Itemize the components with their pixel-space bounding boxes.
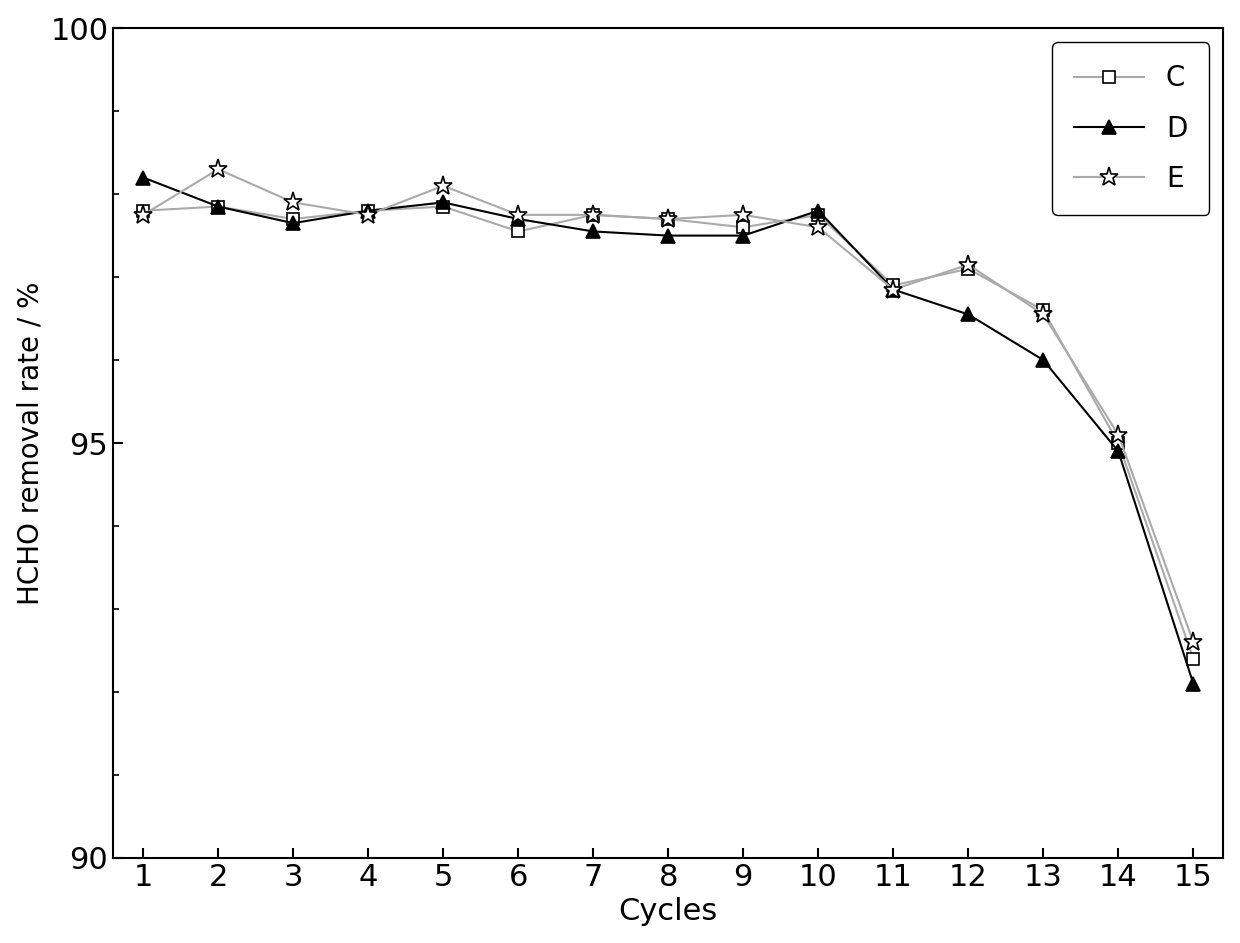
E [211, 163, 226, 174]
Line: C: C [136, 200, 1199, 665]
C [285, 213, 300, 224]
D [1111, 446, 1126, 457]
D [585, 225, 600, 237]
E [1111, 429, 1126, 440]
Legend: C, D, E: C, D, E [1052, 42, 1209, 215]
Line: D: D [136, 171, 1200, 690]
E [585, 209, 600, 221]
D [735, 230, 750, 241]
Line: E: E [134, 159, 1203, 652]
E [285, 197, 300, 208]
E [361, 209, 376, 221]
C [585, 209, 600, 221]
E [1185, 637, 1200, 648]
C [661, 213, 676, 224]
E [661, 213, 676, 224]
D [285, 218, 300, 229]
C [1111, 438, 1126, 449]
E [1035, 308, 1050, 320]
E [511, 209, 526, 221]
E [135, 209, 150, 221]
C [735, 222, 750, 233]
C [211, 201, 226, 212]
D [1035, 355, 1050, 366]
D [885, 284, 900, 295]
C [361, 205, 376, 216]
D [811, 205, 826, 216]
Y-axis label: HCHO removal rate / %: HCHO removal rate / % [16, 281, 45, 604]
D [1185, 678, 1200, 689]
C [811, 209, 826, 221]
E [435, 180, 450, 191]
D [361, 205, 376, 216]
C [1185, 653, 1200, 665]
C [885, 280, 900, 291]
C [1035, 305, 1050, 316]
C [511, 225, 526, 237]
C [435, 201, 450, 212]
D [661, 230, 676, 241]
E [961, 259, 976, 271]
C [961, 263, 976, 274]
E [811, 222, 826, 233]
C [135, 205, 150, 216]
E [735, 209, 750, 221]
D [211, 201, 226, 212]
E [885, 284, 900, 295]
D [435, 197, 450, 208]
D [135, 172, 150, 183]
X-axis label: Cycles: Cycles [619, 898, 718, 926]
D [961, 308, 976, 320]
D [511, 213, 526, 224]
